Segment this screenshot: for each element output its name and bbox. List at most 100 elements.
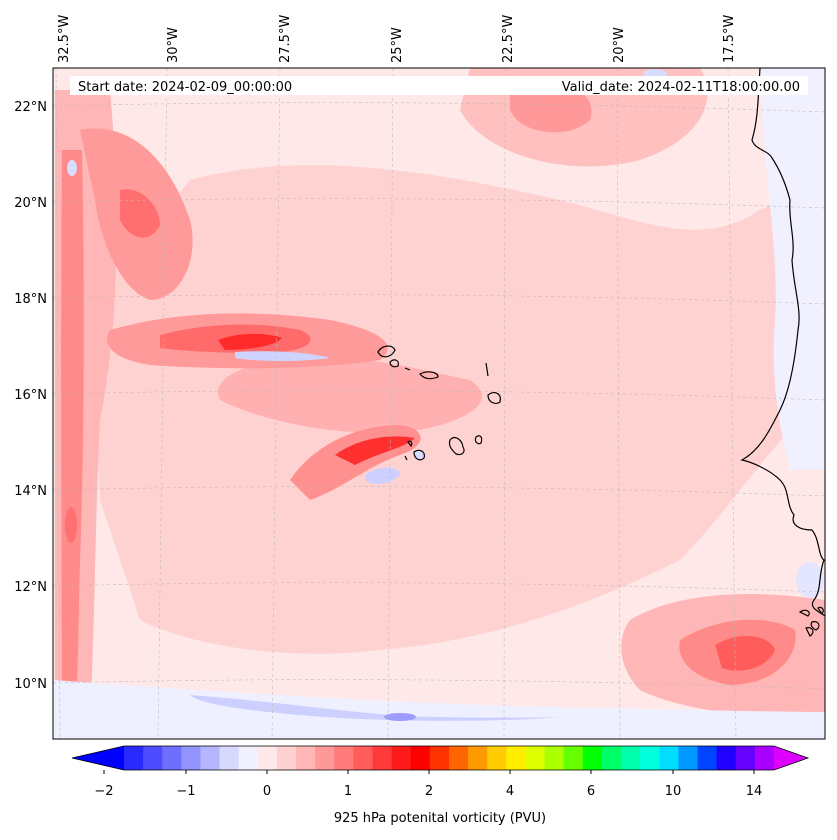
pv-neg-band-south: [190, 695, 560, 721]
colorbar-segment: [449, 746, 469, 770]
lat-label-22n: 22°N: [14, 100, 47, 115]
cbar-tick-neg2: −2: [94, 784, 113, 799]
island-sao-vicente: [389, 359, 399, 368]
longitude-labels: 32.5°W 30°W 27.5°W 25°W 22.5°W 20°W 17.5…: [57, 15, 737, 63]
colorbar-segment: [410, 746, 431, 770]
colorbar-segment: [582, 746, 603, 770]
pv-neg-14n: [365, 467, 400, 485]
colorbar-segment: [238, 746, 259, 770]
lat-label-14n: 14°N: [14, 484, 47, 499]
colorbar-segment: [353, 746, 374, 770]
island-sal: [485, 362, 489, 377]
island-boa-vista: [487, 392, 501, 404]
date-header-box: [70, 76, 808, 95]
colorbar-tick-labels: −2 −1 0 1 2 4 6 10 14: [94, 784, 762, 799]
pv-neg-patch-east-1: [796, 562, 824, 598]
colorbar-segment: [506, 746, 527, 770]
map-frame: [52, 67, 826, 740]
pv-jet-17n-core: [218, 333, 282, 350]
colorbar-segment: [219, 746, 240, 770]
pv-region-northwest-core: [120, 189, 160, 238]
colorbar-segment: [276, 746, 297, 770]
valid-date-label: Valid_date: 2024-02-11T18:00:00.00: [562, 80, 800, 95]
island-brava: [404, 455, 408, 461]
colorbar-segment: [315, 746, 335, 770]
lon-label-27-5w: 27.5°W: [278, 15, 293, 63]
colorbar-segment: [659, 746, 680, 770]
colorbar-segment: [372, 746, 393, 770]
cbar-tick-1: 1: [344, 784, 352, 799]
colorbar-segment: [391, 746, 412, 770]
cbar-tick-14: 14: [746, 784, 763, 799]
latitude-labels: 22°N 20°N 18°N 16°N 14°N 12°N 10°N: [14, 100, 47, 692]
island-santiago: [448, 436, 465, 456]
pv-neg-patch-west-1: [67, 160, 77, 176]
colorbar-segment: [257, 746, 278, 770]
colorbar-segment: [735, 746, 756, 770]
colorbar-extend-min: [72, 746, 124, 770]
africa-coastline: [740, 68, 825, 617]
lat-label-20n: 20°N: [14, 196, 47, 211]
map-panel: [53, 68, 825, 739]
cbar-tick-4: 4: [506, 784, 514, 799]
lon-label-30w: 30°W: [166, 27, 181, 63]
lon-label-32-5w: 32.5°W: [57, 15, 72, 63]
bissagos-islands: [798, 606, 824, 637]
colorbar-outline: [71, 745, 810, 771]
colorbar-segment: [754, 746, 775, 770]
cbar-tick-6: 6: [587, 784, 595, 799]
colorbar-label: 925 hPa potenital vorticity (PVU): [334, 811, 546, 826]
colorbar-segment: [716, 746, 737, 770]
colorbar-segment: [181, 746, 202, 770]
colorbar-segment: [468, 746, 488, 770]
pv-neg-core-south: [384, 713, 416, 721]
colorbar-segment: [162, 746, 182, 770]
colorbar-segment: [601, 746, 622, 770]
lon-label-25w: 25°W: [390, 27, 405, 63]
pv-neg-band-south-weak: [53, 680, 825, 739]
pv-region-mid-band: [218, 357, 482, 433]
start-date-label: Start date: 2024-02-09_00:00:00: [78, 80, 292, 95]
pv-strip-west-inner: [61, 150, 84, 712]
lat-label-18n: 18°N: [14, 292, 47, 307]
colorbar-segment: [124, 746, 144, 770]
pv-streak-15n-core: [335, 436, 415, 465]
colorbar-segment: [143, 746, 163, 770]
island-maio: [474, 435, 483, 445]
colorbar-segment: [640, 746, 660, 770]
lon-label-20w: 20°W: [612, 27, 627, 63]
colorbar-segment: [334, 746, 355, 770]
colorbar-segment: [429, 746, 450, 770]
island-small-1: [407, 440, 413, 448]
cbar-tick-2: 2: [425, 784, 433, 799]
island-fogo: [413, 449, 425, 461]
colorbar-segment: [544, 746, 565, 770]
colorbar-segment: [563, 746, 584, 770]
colorbar-segment: [487, 746, 507, 770]
lat-label-12n: 12°N: [14, 580, 47, 595]
gridlines: [53, 68, 825, 739]
island-sao-nicolau: [419, 371, 439, 380]
colorbar-segment: [525, 746, 546, 770]
cbar-tick-10: 10: [665, 784, 682, 799]
cbar-tick-neg1: −1: [176, 784, 195, 799]
lon-label-22-5w: 22.5°W: [501, 15, 516, 63]
colorbar-segment: [621, 746, 641, 770]
pv-neg-17n: [235, 351, 330, 361]
cbar-tick-0: 0: [263, 784, 271, 799]
colorbar-segment: [697, 746, 718, 770]
island-santo-antao: [377, 345, 396, 358]
colorbar-segment: [678, 746, 699, 770]
pv-region-southeast-core: [715, 635, 775, 671]
lat-label-16n: 16°N: [14, 388, 47, 403]
colorbar-extend-max: [774, 746, 808, 770]
colorbar-segment: [200, 746, 221, 770]
cape-verde-islands: [377, 345, 501, 461]
lat-label-10n: 10°N: [14, 677, 47, 692]
island-santa-luzia: [404, 367, 411, 371]
lon-label-17-5w: 17.5°W: [722, 15, 737, 63]
colorbar-segment: [296, 746, 316, 770]
pv-core-west-mid: [65, 507, 77, 543]
